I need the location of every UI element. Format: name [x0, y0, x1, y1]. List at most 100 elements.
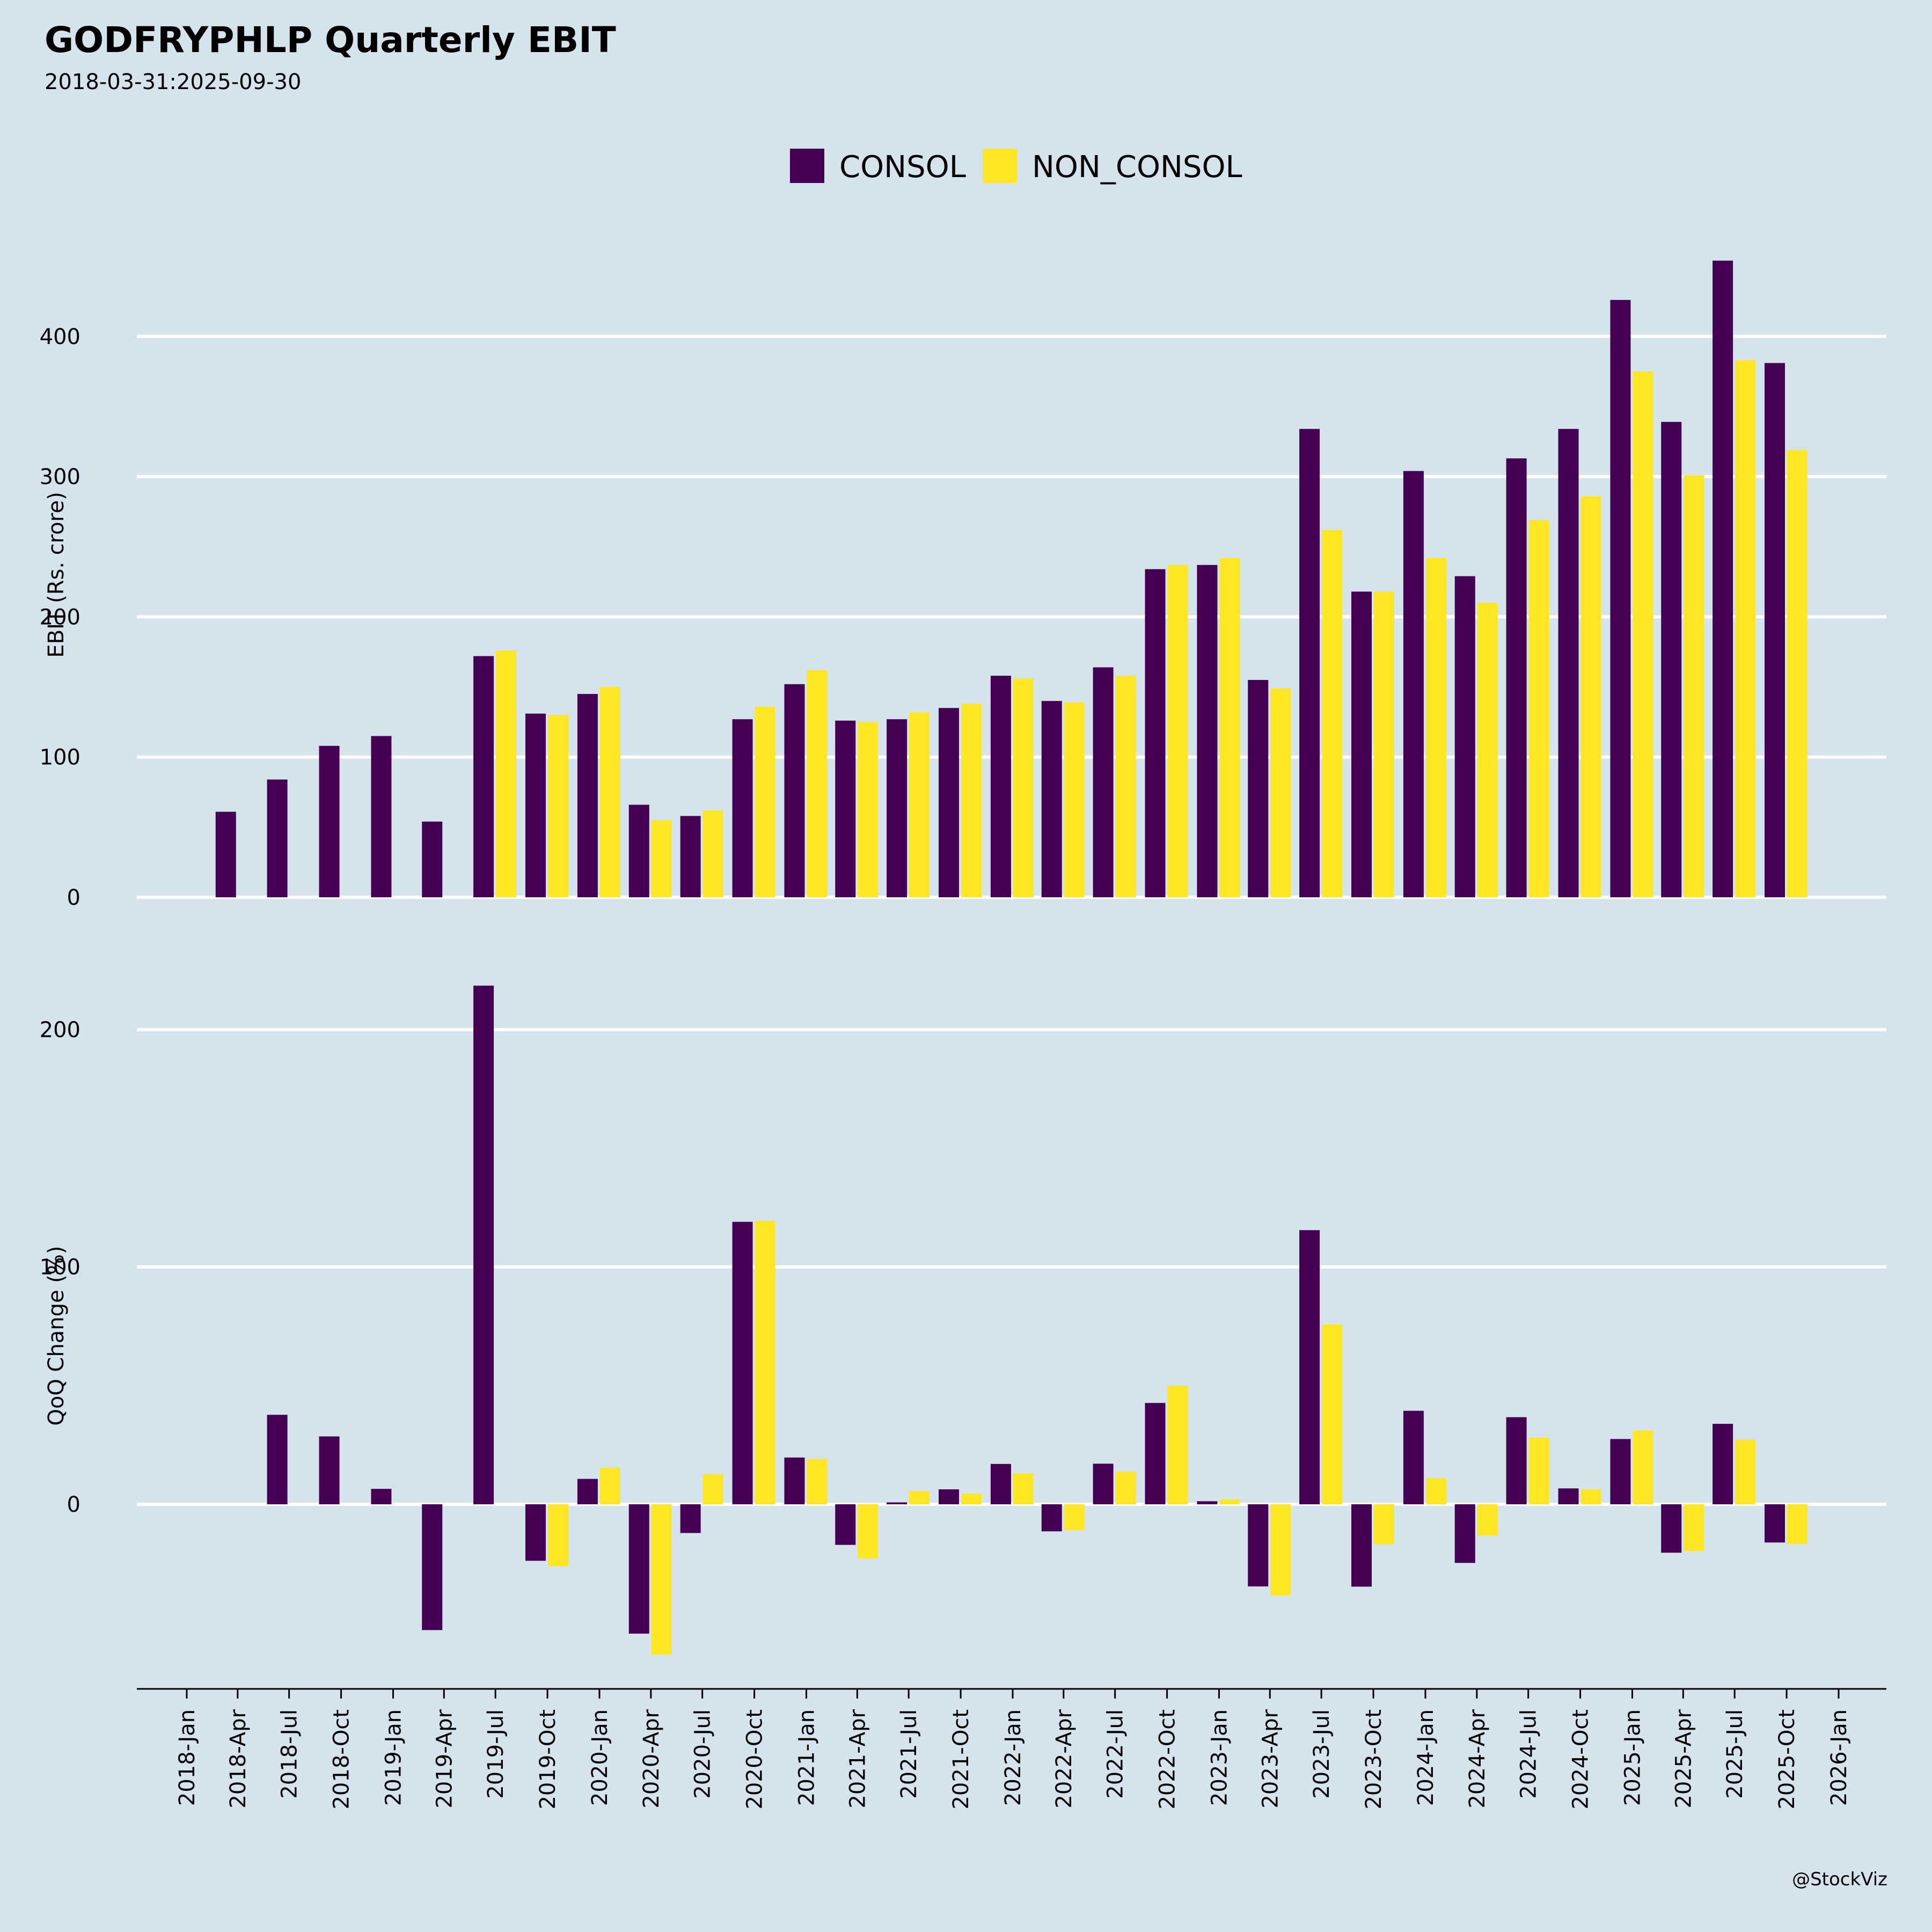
ebit-bar-non-consol: [496, 650, 517, 897]
x-tick-label: 2020-Jul: [691, 1709, 715, 1799]
qoq-bar-consol: [1454, 1504, 1475, 1563]
qoq-bar-non-consol: [1787, 1504, 1808, 1544]
x-tick-label: 2026-Jan: [1827, 1709, 1851, 1806]
qoq-bar-non-consol: [1633, 1430, 1653, 1505]
x-tick-label: 2022-Jan: [1001, 1709, 1026, 1806]
ebit-bar-non-consol: [1528, 520, 1549, 897]
x-tick-label: 2023-Jul: [1309, 1709, 1334, 1799]
qoq-bar-consol: [835, 1504, 856, 1545]
x-tick-label: 2021-Jul: [897, 1709, 921, 1799]
x-tick-label: 2024-Jul: [1517, 1709, 1541, 1799]
qoq-bar-non-consol: [702, 1474, 723, 1505]
qoq-bar-non-consol: [1322, 1324, 1343, 1505]
qoq-bar-consol: [1299, 1230, 1320, 1505]
qoq-bar-non-consol: [1684, 1504, 1704, 1552]
ebit-ylabel: EBIT (Rs. crore): [44, 492, 69, 657]
x-tick-label: 2018-Apr: [226, 1709, 251, 1808]
ebit-bar-non-consol: [1322, 530, 1343, 897]
qoq-bar-non-consol: [1167, 1385, 1188, 1505]
qoq-bar-consol: [1197, 1501, 1218, 1505]
qoq-bar-non-consol: [1425, 1478, 1446, 1505]
x-tick-label: 2018-Jan: [175, 1709, 200, 1806]
qoq-bar-consol: [319, 1436, 340, 1505]
x-tick-label: 2019-Apr: [432, 1709, 457, 1808]
qoq-bar-non-consol: [807, 1459, 828, 1505]
qoq-bar-non-consol: [1528, 1437, 1549, 1505]
legend-label: CONSOL: [839, 150, 966, 185]
qoq-ytick-label: 200: [40, 1018, 80, 1042]
qoq-bar-consol: [1248, 1504, 1269, 1587]
qoq-bar-non-consol: [1580, 1489, 1601, 1505]
x-tick-label: 2023-Apr: [1258, 1709, 1283, 1808]
x-tick-label: 2022-Apr: [1052, 1709, 1077, 1808]
ebit-bar-non-consol: [1735, 360, 1756, 897]
ebit-bar-non-consol: [651, 820, 672, 897]
x-tick-label: 2024-Apr: [1465, 1709, 1490, 1808]
qoq-bar-consol: [473, 985, 494, 1505]
ebit-bar-consol: [422, 821, 443, 897]
qoq-bar-non-consol: [599, 1467, 620, 1505]
qoq-bar-consol: [1351, 1504, 1372, 1587]
x-tick-label: 2023-Jan: [1207, 1709, 1232, 1806]
qoq-bar-consol: [1610, 1439, 1631, 1505]
x-tick-label: 2022-Jul: [1103, 1709, 1128, 1799]
qoq-bar-consol: [680, 1504, 701, 1533]
legend-swatch: [983, 149, 1017, 183]
ebit-bar-non-consol: [961, 704, 982, 897]
x-tick-label: 2025-Oct: [1775, 1709, 1799, 1810]
ebit-bar-non-consol: [1425, 558, 1446, 897]
ebit-ytick-label: 400: [40, 325, 80, 349]
x-tick-label: 2023-Oct: [1362, 1709, 1386, 1810]
qoq-bar-consol: [732, 1221, 753, 1505]
x-tick-label: 2020-Apr: [639, 1709, 664, 1808]
x-tick-label: 2024-Oct: [1569, 1709, 1593, 1810]
qoq-bar-non-consol: [1735, 1439, 1756, 1505]
qoq-bar-consol: [939, 1489, 960, 1505]
qoq-bar-non-consol: [651, 1504, 672, 1655]
ebit-bar-consol: [1765, 363, 1785, 897]
ebit-bar-consol: [990, 676, 1011, 897]
ebit-bar-non-consol: [1219, 558, 1240, 897]
ebit-bar-consol: [1454, 576, 1475, 897]
x-tick-label: 2018-Jul: [277, 1709, 302, 1799]
ebit-bar-consol: [371, 736, 392, 897]
qoq-bar-consol: [1661, 1504, 1682, 1553]
qoq-bar-non-consol: [1064, 1504, 1085, 1531]
ebit-bar-non-consol: [702, 810, 723, 897]
qoq-bar-consol: [422, 1504, 443, 1630]
ebit-bar-consol: [732, 719, 753, 897]
ebit-bar-non-consol: [858, 722, 879, 897]
legend-label: NON_CONSOL: [1032, 150, 1242, 185]
qoq-ylabel: QoQ Change (%): [44, 1246, 69, 1425]
qoq-bar-non-consol: [909, 1491, 930, 1505]
chart-subtitle: 2018-03-31:2025-09-30: [45, 70, 302, 94]
x-tick-label: 2019-Jan: [381, 1709, 406, 1806]
ebit-bar-consol: [939, 708, 960, 897]
qoq-bar-consol: [887, 1502, 908, 1505]
ebit-bar-consol: [1041, 701, 1062, 897]
ebit-bar-non-consol: [1633, 371, 1653, 897]
qoq-bar-non-consol: [1374, 1504, 1395, 1545]
chart-title: GODFRYPHLP Quarterly EBIT: [45, 19, 616, 61]
qoq-bar-non-consol: [1270, 1504, 1291, 1596]
ebit-bar-non-consol: [1115, 676, 1136, 897]
x-tick-label: 2021-Apr: [845, 1709, 870, 1808]
x-tick-label: 2025-Apr: [1671, 1709, 1696, 1808]
ebit-bar-non-consol: [1064, 702, 1085, 897]
x-tick-label: 2018-Oct: [330, 1709, 354, 1810]
ebit-bar-consol: [267, 779, 288, 897]
qoq-bar-consol: [1403, 1410, 1424, 1505]
x-tick-label: 2021-Jan: [795, 1709, 819, 1806]
qoq-bar-consol: [628, 1504, 649, 1634]
ebit-bar-consol: [525, 713, 546, 897]
qoq-bar-consol: [1558, 1488, 1579, 1505]
x-tick-label: 2020-Jan: [588, 1709, 612, 1806]
qoq-bar-consol: [784, 1457, 805, 1505]
ebit-bar-non-consol: [755, 706, 775, 897]
qoq-bar-non-consol: [961, 1494, 982, 1505]
ebit-bar-consol: [1403, 471, 1424, 897]
ebit-bar-non-consol: [1580, 496, 1601, 897]
ebit-bar-consol: [215, 811, 236, 897]
qoq-bar-non-consol: [1115, 1472, 1136, 1505]
